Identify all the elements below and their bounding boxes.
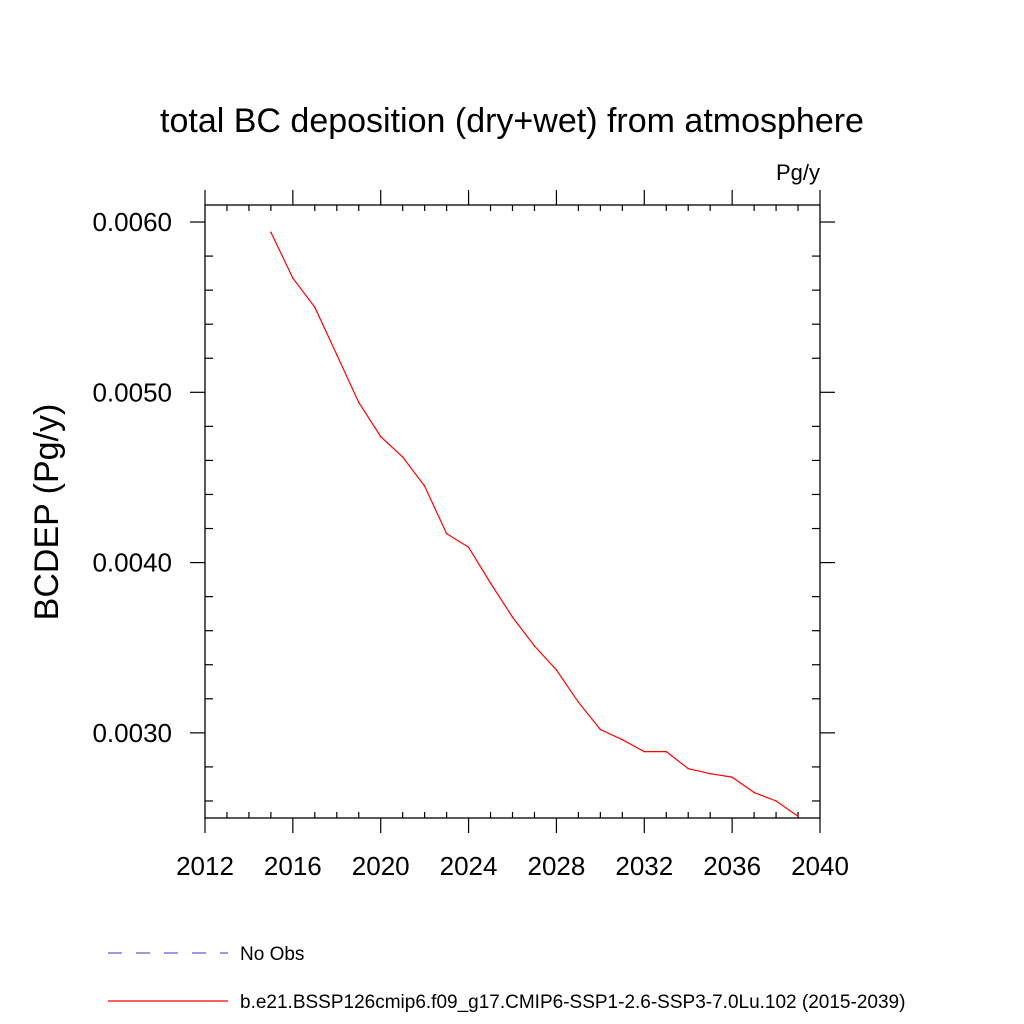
x-tick-label: 2040: [791, 851, 849, 881]
x-tick-label: 2016: [264, 851, 322, 881]
data-point: [577, 701, 580, 704]
data-point: [423, 485, 426, 487]
data-point: [621, 738, 624, 741]
x-tick-label: 2012: [176, 851, 234, 881]
x-tick-label: 2032: [615, 851, 673, 881]
x-tick-label: 2036: [703, 851, 761, 881]
data-point: [687, 767, 690, 770]
data-point: [753, 791, 755, 794]
plot-frame: [204, 204, 821, 819]
data-point: [643, 750, 646, 753]
units-label: Pg/y: [776, 160, 820, 185]
data-point: [709, 772, 711, 775]
data-point: [797, 815, 799, 818]
y-tick-label: 0.0030: [92, 718, 172, 748]
data-point: [379, 435, 382, 438]
data-point: [489, 582, 492, 584]
data-point: [270, 231, 272, 234]
series-layer: [270, 231, 799, 818]
x-tick-label: 2028: [528, 851, 586, 881]
y-tick-label: 0.0040: [92, 548, 172, 578]
data-point: [314, 306, 316, 308]
data-point: [467, 546, 470, 549]
data-point: [533, 645, 536, 647]
legend-label: b.e21.BSSP126cmip6.f09_g17.CMIP6-SSP1-2.…: [240, 992, 905, 1013]
series-line: [270, 231, 799, 817]
data-point: [775, 800, 777, 802]
x-tick-label: 2024: [440, 851, 498, 881]
chart-title: total BC deposition (dry+wet) from atmos…: [160, 102, 864, 140]
data-point: [401, 456, 404, 458]
data-point: [292, 277, 294, 280]
y-axis-label: BCDEP (Pg/y): [28, 404, 66, 621]
axis-ticks: 2012 2016 2020 2024 2028 2032 2036 2040 0.0030 0.…: [92, 190, 849, 881]
data-point: [731, 776, 733, 778]
x-tick-label: 2020: [352, 851, 410, 881]
legend: No Obs b.e21.BSSP126cmip6.f09_g17.CMIP6-S…: [108, 944, 905, 1013]
y-tick-label: 0.0060: [92, 207, 172, 237]
data-point: [445, 532, 448, 535]
data-point: [599, 728, 602, 731]
data-point: [665, 750, 668, 753]
data-point: [511, 616, 514, 618]
data-point: [335, 354, 338, 356]
data-point: [357, 401, 360, 404]
data-point: [555, 669, 558, 671]
legend-label: No Obs: [240, 944, 304, 965]
y-tick-label: 0.0050: [92, 377, 172, 407]
